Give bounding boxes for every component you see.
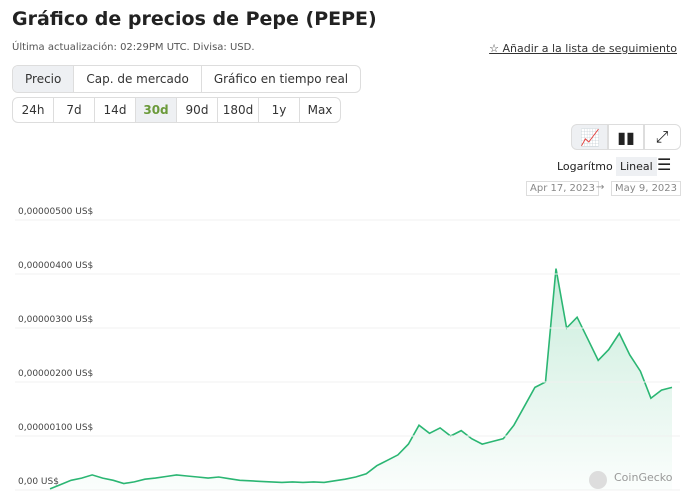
watermark: CoinGecko [614, 471, 673, 484]
date-to[interactable]: May 9, 2023 [611, 181, 682, 196]
y-tick-label: 0,00000200 US$ [18, 369, 93, 379]
date-arrow: → [596, 182, 605, 193]
tab-group: Precio Cap. de mercado Gráfico en tiempo r… [12, 65, 362, 93]
range-button[interactable]: 7d [54, 98, 95, 122]
menu-icon[interactable]: ☰ [657, 155, 672, 174]
title: Gráfico de precios de Pepe (PEPE) [12, 8, 377, 30]
tab[interactable]: Precio [13, 66, 75, 92]
range-group: 24h 7d 14d 30d 90d 180d 1y Max [12, 97, 341, 123]
y-tick-label: 0,00000300 US$ [18, 315, 93, 325]
linear-option[interactable]: Lineal [616, 157, 657, 176]
tab[interactable]: Cap. de mercado [74, 66, 202, 92]
tab[interactable]: Gráfico en tiempo real [213, 72, 349, 86]
range-button[interactable]: Max [307, 103, 333, 117]
line-icon[interactable]: 📈 [571, 124, 609, 150]
subtitle: Última actualización: 02:29PM UTC. Divis… [12, 42, 255, 53]
watchlist-text: Añadir a la lista de seguimiento [502, 42, 677, 55]
range-button[interactable]: 180d [218, 98, 259, 122]
date-from[interactable]: Apr 17, 2023 [526, 181, 600, 196]
range-button[interactable]: 14d [95, 98, 136, 122]
candle-icon[interactable]: ▮▮ [607, 124, 645, 150]
log-option[interactable]: Logarítmo [557, 160, 613, 173]
fullscreen-icon[interactable]: ⤢ [643, 124, 681, 150]
y-tick-label: 0,00000500 US$ [18, 207, 93, 217]
y-tick-label: 0,00000400 US$ [18, 261, 93, 271]
range-button[interactable]: 90d [177, 98, 218, 122]
range-button[interactable]: 1y [259, 98, 300, 122]
area [50, 268, 672, 490]
watchlist-link[interactable]: ☆ Añadir a la lista de seguimiento [489, 42, 677, 55]
range-button[interactable]: 30d [136, 98, 177, 122]
y-tick-label: 0,00000100 US$ [18, 423, 93, 433]
watermark-logo [589, 471, 607, 489]
y-tick-label: 0,00 US$ [18, 477, 59, 487]
range-button[interactable]: 24h [13, 98, 54, 122]
